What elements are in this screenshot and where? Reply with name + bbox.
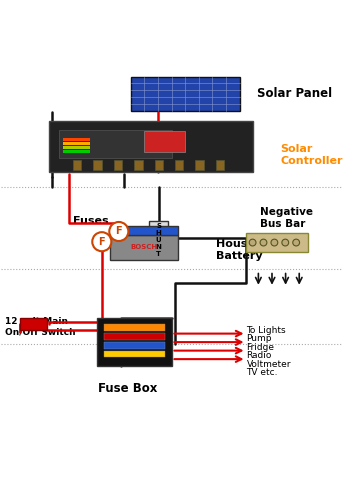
- Bar: [59, 130, 172, 158]
- Circle shape: [260, 239, 267, 246]
- Bar: [246, 233, 308, 252]
- Text: TV etc.: TV etc.: [246, 368, 278, 377]
- Text: Negative
Bus Bar: Negative Bus Bar: [260, 207, 313, 228]
- Circle shape: [109, 222, 129, 241]
- Bar: [104, 350, 165, 358]
- Bar: [104, 333, 165, 340]
- Bar: [216, 160, 224, 170]
- Circle shape: [249, 239, 256, 246]
- Bar: [20, 318, 47, 330]
- Circle shape: [282, 239, 289, 246]
- Text: Pump: Pump: [246, 334, 272, 343]
- Text: F: F: [115, 227, 122, 237]
- Bar: [195, 160, 204, 170]
- Bar: [97, 318, 172, 366]
- Text: S
H
U
N
T: S H U N T: [156, 223, 162, 257]
- Bar: [49, 121, 253, 172]
- Bar: [63, 138, 90, 141]
- Bar: [93, 160, 102, 170]
- Text: Fuses: Fuses: [73, 216, 109, 226]
- Bar: [63, 150, 90, 153]
- Bar: [110, 227, 178, 235]
- Bar: [63, 146, 90, 149]
- Circle shape: [92, 232, 111, 251]
- Bar: [144, 131, 185, 152]
- Bar: [175, 160, 183, 170]
- Text: F: F: [99, 237, 105, 247]
- Bar: [150, 221, 168, 255]
- Text: Solar Panel: Solar Panel: [257, 87, 332, 100]
- Text: 12 volt Main
On/Off Switch: 12 volt Main On/Off Switch: [5, 317, 75, 336]
- Bar: [110, 235, 178, 261]
- Bar: [131, 77, 240, 111]
- Bar: [104, 324, 165, 331]
- Bar: [155, 160, 163, 170]
- Text: Solar
Controller: Solar Controller: [281, 144, 343, 166]
- Text: Fridge: Fridge: [246, 343, 274, 352]
- Text: Fuse Box: Fuse Box: [98, 382, 157, 395]
- Circle shape: [271, 239, 278, 246]
- Text: Voltmeter: Voltmeter: [246, 360, 291, 369]
- Bar: [73, 160, 82, 170]
- Bar: [114, 160, 122, 170]
- Bar: [63, 142, 90, 145]
- Bar: [104, 342, 165, 348]
- Text: Radio: Radio: [246, 351, 272, 360]
- Text: BOSCH: BOSCH: [131, 244, 158, 251]
- Text: To Lights: To Lights: [246, 326, 286, 335]
- Circle shape: [293, 239, 299, 246]
- Bar: [134, 160, 143, 170]
- Text: House
Battery: House Battery: [216, 240, 262, 261]
